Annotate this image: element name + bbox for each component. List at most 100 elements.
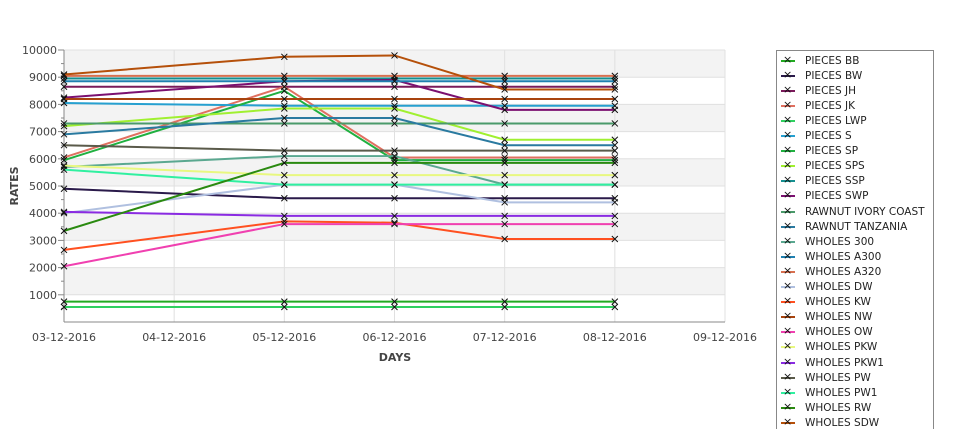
legend-item[interactable]: × PIECES LWP: [781, 113, 867, 128]
legend-label: PIECES S: [805, 130, 852, 142]
legend-item[interactable]: × WHOLES PW: [781, 370, 871, 385]
data-point-marker: [611, 72, 619, 80]
legend-label: WHOLES KW: [805, 296, 871, 309]
data-point-marker: [501, 212, 509, 220]
legend-label: PIECES JH: [805, 84, 857, 97]
data-point-marker: [60, 141, 68, 149]
data-point-marker: [501, 220, 509, 228]
data-point-marker: [60, 156, 68, 164]
legend-item[interactable]: × PIECES SSP: [781, 173, 865, 189]
legend-item[interactable]: × WHOLES KW: [781, 294, 871, 310]
data-point-marker: [391, 303, 398, 311]
legend-item[interactable]: × WHOLES PW1: [781, 385, 877, 400]
legend-swatch-icon: ×: [781, 400, 795, 415]
legend-item[interactable]: × WHOLES 300: [781, 234, 874, 249]
legend-item[interactable]: × WHOLES PKW: [781, 339, 877, 355]
legend-label: WHOLES PKW1: [805, 356, 884, 369]
legend-item[interactable]: × PIECES JK: [781, 98, 855, 113]
legend-item[interactable]: × WHOLES A300: [781, 249, 881, 264]
legend-swatch-icon: ×: [781, 249, 795, 264]
legend-swatch-icon: ×: [781, 53, 795, 68]
legend-label: WHOLES NW: [805, 311, 873, 324]
legend-label: WHOLES 300: [805, 235, 875, 248]
y-tick-label: 5000: [29, 180, 57, 193]
legend-item[interactable]: × WHOLES PKW1: [781, 355, 884, 370]
legend-label: RAWNUT TANZANIA: [805, 220, 908, 233]
legend-label: PIECES SP: [805, 145, 859, 158]
data-point-marker: [60, 303, 68, 311]
legend-item[interactable]: × WHOLES RW: [781, 400, 871, 415]
data-point-marker: [391, 212, 398, 220]
x-tick-label: 06-12-2016: [363, 331, 427, 344]
legend-swatch-icon: ×: [781, 324, 795, 339]
legend-label: WHOLES SDW: [805, 416, 880, 429]
legend-swatch-icon: ×: [781, 113, 795, 128]
legend-item[interactable]: × WHOLES DW: [781, 279, 873, 295]
x-tick-label: 04-12-2016: [142, 331, 206, 344]
data-point-marker: [611, 298, 619, 305]
legend-item[interactable]: × PIECES SP: [781, 143, 859, 159]
data-point-marker: [611, 86, 619, 93]
legend-swatch-icon: ×: [781, 204, 795, 219]
x-tick-label: 07-12-2016: [473, 331, 537, 344]
data-point-marker: [501, 171, 509, 179]
legend-swatch-icon: ×: [781, 158, 795, 173]
data-point-marker: [501, 159, 509, 167]
y-tick-label: 6000: [29, 153, 57, 166]
y-tick-label: 3000: [29, 234, 57, 247]
legend-swatch-icon: ×: [781, 234, 795, 249]
legend-label: PIECES SSP: [805, 175, 865, 188]
legend-swatch-icon: ×: [781, 188, 795, 203]
legend-swatch-icon: ×: [781, 68, 795, 83]
data-point-marker: [501, 136, 509, 144]
data-point-marker: [611, 141, 619, 149]
x-axis-label: DAYS: [379, 351, 412, 364]
data-point-marker: [280, 120, 288, 127]
data-point-marker: [501, 86, 509, 93]
data-point-marker: [391, 147, 398, 154]
data-point-marker: [611, 171, 619, 179]
data-point-marker: [60, 71, 68, 78]
legend-label: PIECES LWP: [805, 114, 867, 127]
data-point-marker: [280, 72, 288, 80]
legend-label: WHOLES PW1: [805, 386, 878, 399]
legend-label: PIECES JK: [805, 99, 856, 112]
legend-item[interactable]: × WHOLES SDW: [781, 415, 879, 429]
data-point-marker: [391, 298, 398, 305]
data-point-marker: [611, 77, 619, 85]
data-point-marker: [60, 83, 68, 91]
legend-item[interactable]: × RAWNUT IVORY COAST: [781, 204, 925, 219]
data-point-marker: [391, 77, 398, 85]
legend-label: WHOLES A300: [805, 250, 882, 263]
data-point-marker: [501, 106, 509, 114]
data-point-marker: [501, 235, 509, 243]
data-point-marker: [611, 95, 619, 103]
legend-label: PIECES BW: [805, 69, 863, 82]
data-point-marker: [391, 181, 398, 188]
legend-label: RAWNUT IVORY COAST: [805, 205, 925, 218]
legend-label: WHOLES PW: [805, 371, 871, 384]
data-point-marker: [391, 105, 398, 112]
legend-item[interactable]: × PIECES SPS: [781, 158, 865, 174]
legend-item[interactable]: × PIECES BB: [781, 53, 859, 68]
legend-item[interactable]: × WHOLES A320: [781, 264, 881, 279]
data-point-marker: [501, 198, 509, 206]
legend-item[interactable]: × PIECES BW: [781, 68, 862, 83]
legend-item[interactable]: × WHOLES NW: [781, 309, 873, 325]
y-tick-label: 8000: [29, 98, 57, 111]
legend-item[interactable]: × RAWNUT TANZANIA: [781, 219, 907, 234]
legend-item[interactable]: × PIECES S: [781, 128, 852, 144]
data-point-marker: [280, 171, 288, 179]
legend-item[interactable]: × PIECES SWP: [781, 188, 868, 204]
data-point-marker: [611, 198, 619, 206]
data-point-marker: [391, 95, 398, 103]
data-point-marker: [280, 95, 288, 103]
legend-item[interactable]: × WHOLES OW: [781, 324, 873, 340]
data-point-marker: [280, 220, 288, 228]
data-point-marker: [60, 262, 68, 270]
legend-item[interactable]: × PIECES JH: [781, 83, 856, 98]
data-point-marker: [60, 120, 68, 127]
data-point-marker: [501, 120, 509, 127]
x-tick-label: 09-12-2016: [693, 331, 757, 344]
